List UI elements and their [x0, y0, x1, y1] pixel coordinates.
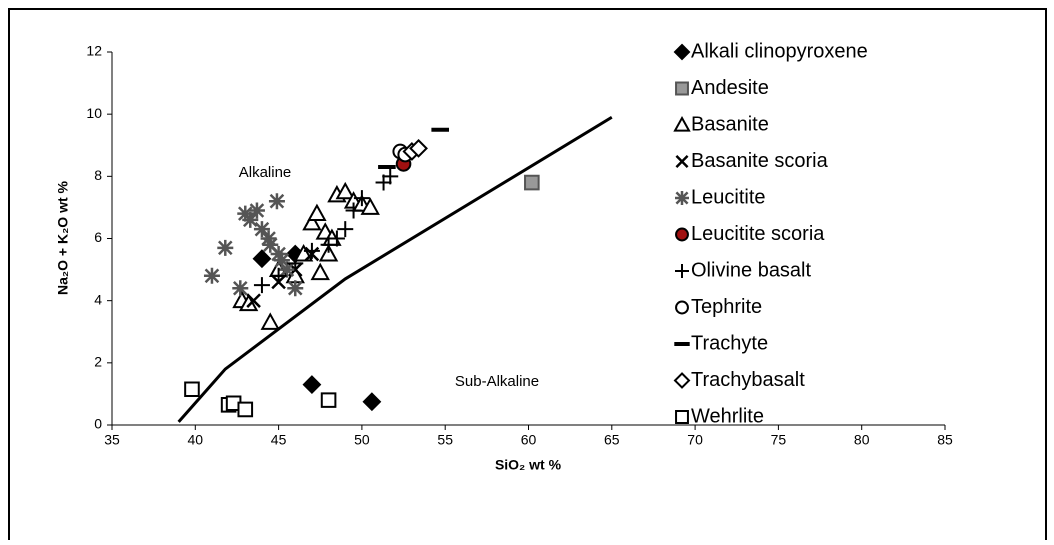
legend-text: Leucitite: [691, 186, 766, 208]
y-tick-label: 0: [94, 416, 102, 432]
point: [302, 375, 322, 395]
point: [382, 168, 399, 185]
point: [260, 312, 280, 330]
legend-text: Basanite: [691, 113, 769, 135]
y-axis-label: Na₂O + K₂O wt %: [55, 180, 71, 295]
x-tick-label: 45: [271, 432, 287, 448]
legend-text: Tephrite: [691, 296, 762, 318]
y-tick-label: 4: [94, 291, 102, 307]
y-tick-label: 2: [94, 354, 102, 370]
x-tick-label: 40: [188, 432, 204, 448]
x-tick-label: 60: [521, 432, 537, 448]
legend-text: Wehrlite: [691, 405, 764, 427]
legend-marker: [675, 81, 689, 96]
point: [335, 181, 355, 200]
legend-text: Alkali clinopyroxene: [691, 40, 868, 62]
legend-text: Leucitite scoria: [691, 223, 825, 245]
point: [320, 392, 337, 408]
point: [360, 197, 380, 215]
legend-marker: [675, 155, 689, 168]
point: [353, 190, 370, 207]
point: [248, 202, 265, 219]
point: [252, 249, 272, 269]
x-tick-label: 50: [354, 432, 370, 448]
x-tick-label: 70: [687, 432, 703, 448]
legend-text: Basanite scoria: [691, 150, 829, 172]
point: [217, 239, 234, 256]
legend-text: Trachybasalt: [691, 369, 805, 391]
legend-marker: [675, 191, 689, 205]
point: [232, 280, 249, 297]
x-tick-label: 65: [604, 432, 620, 448]
point: [287, 255, 304, 272]
legend-marker: [673, 372, 691, 389]
legend-text: Olivine basalt: [691, 259, 812, 281]
boundary-line: [177, 115, 613, 423]
point: [260, 230, 277, 247]
legend-marker: [675, 227, 689, 242]
chart-frame: [8, 8, 1047, 545]
point: [307, 203, 327, 222]
x-tick-label: 35: [104, 432, 120, 448]
y-tick-label: 6: [94, 229, 102, 245]
x-tick-label: 75: [771, 432, 787, 448]
point: [203, 267, 220, 284]
point: [253, 277, 270, 294]
point: [270, 267, 287, 284]
y-tick-label: 8: [94, 167, 102, 183]
point: [524, 174, 540, 191]
point: [268, 193, 285, 210]
legend-marker: [675, 264, 689, 278]
legend-marker: [673, 115, 691, 132]
point: [303, 242, 320, 259]
y-tick-label: 12: [86, 43, 102, 59]
point: [318, 243, 339, 262]
y-tick-label: 10: [86, 105, 102, 121]
point: [409, 138, 428, 158]
legend-marker: [675, 410, 689, 424]
x-tick-label: 80: [854, 432, 870, 448]
point: [246, 293, 261, 308]
point: [253, 221, 270, 238]
legend-text: Andesite: [691, 77, 769, 99]
point: [278, 261, 295, 278]
annotation: Alkaline: [239, 164, 292, 181]
x-tick-label: 85: [937, 432, 953, 448]
x-tick-label: 55: [437, 432, 453, 448]
point: [310, 262, 330, 281]
point: [242, 211, 259, 228]
legend-text: Trachyte: [691, 332, 768, 354]
point: [345, 202, 362, 219]
point: [184, 381, 200, 398]
point: [337, 221, 354, 238]
point: [362, 392, 382, 412]
point: [287, 280, 304, 297]
annotation: Sub-Alkaline: [455, 373, 539, 390]
legend-marker: [673, 43, 691, 61]
point: [270, 246, 287, 263]
legend-marker: [675, 300, 689, 315]
point: [302, 212, 322, 231]
point: [328, 230, 345, 247]
point: [273, 252, 290, 269]
x-axis-label: SiO₂ wt %: [495, 457, 562, 473]
point: [262, 236, 279, 253]
point: [237, 401, 254, 418]
point: [320, 236, 337, 253]
